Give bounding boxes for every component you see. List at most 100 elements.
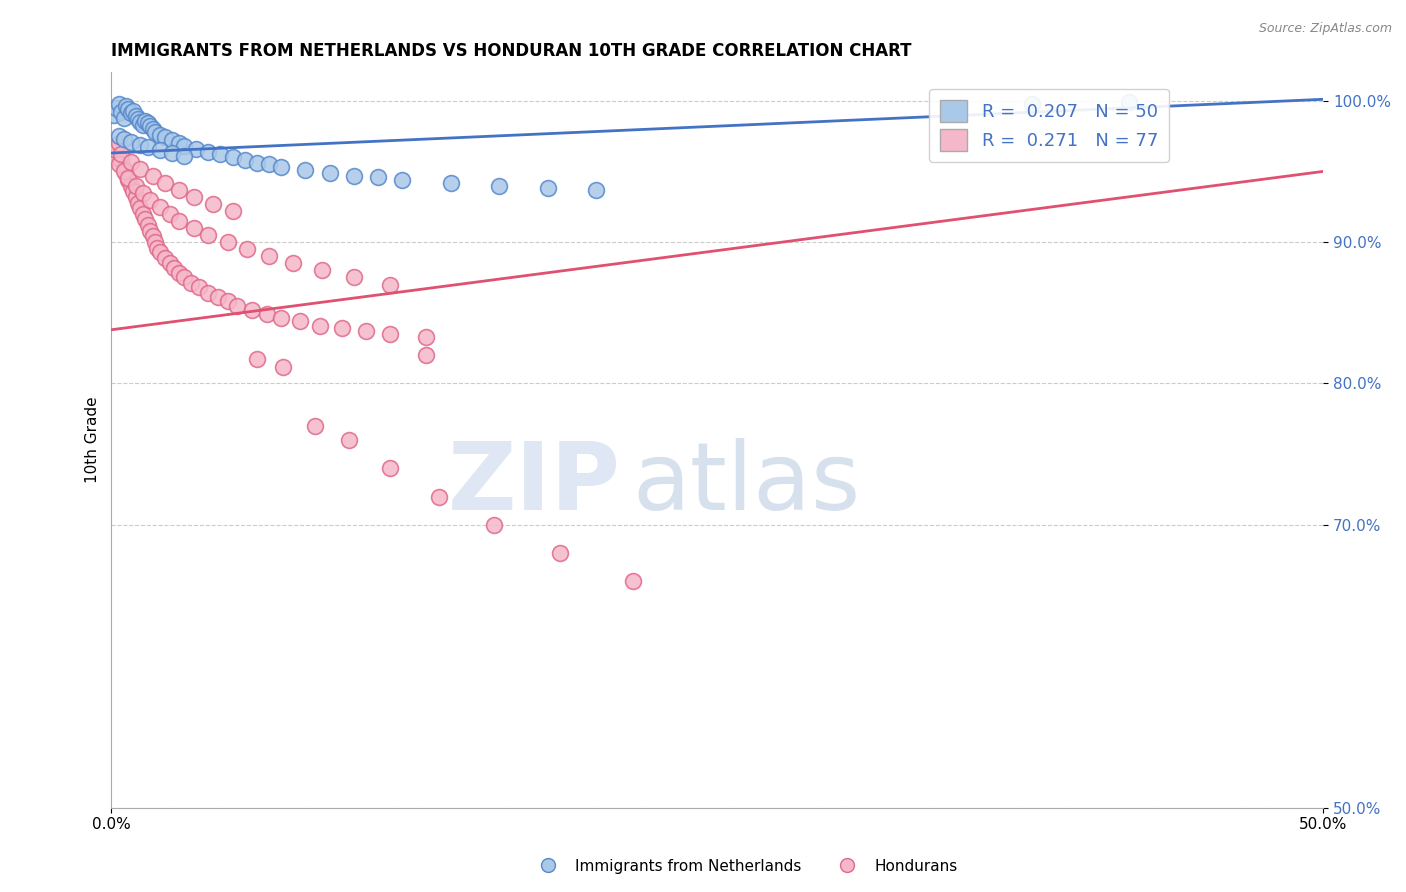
Point: [142, 122, 165, 136]
Point: [120, 178, 142, 193]
Point: [246, 352, 269, 367]
Point: [318, 166, 340, 180]
Point: [257, 157, 280, 171]
Point: [169, 136, 191, 150]
Point: [142, 229, 165, 244]
Point: [110, 147, 132, 161]
Point: [160, 146, 183, 161]
Point: [367, 169, 389, 184]
Point: [110, 105, 132, 120]
Point: [337, 433, 360, 447]
Point: [139, 119, 162, 133]
Point: [270, 160, 292, 174]
Point: [311, 263, 333, 277]
Point: [585, 183, 607, 197]
Point: [415, 348, 437, 362]
Point: [169, 266, 191, 280]
Point: [143, 125, 166, 139]
Point: [132, 207, 155, 221]
Point: [169, 183, 191, 197]
Point: [308, 318, 330, 333]
Point: [226, 299, 249, 313]
Point: [233, 153, 256, 167]
Point: [415, 330, 437, 344]
Point: [139, 193, 162, 207]
Point: [163, 260, 186, 275]
Point: [107, 157, 129, 171]
Point: [107, 136, 129, 150]
Point: [117, 171, 139, 186]
Point: [207, 290, 229, 304]
Point: [217, 294, 239, 309]
Point: [134, 113, 156, 128]
Point: [142, 169, 165, 183]
Point: [537, 181, 560, 195]
Point: [173, 139, 195, 153]
Point: [1021, 96, 1043, 111]
Point: [124, 190, 146, 204]
Point: [132, 118, 155, 132]
Point: [273, 359, 295, 374]
Point: [149, 143, 172, 157]
Point: [270, 311, 292, 326]
Point: [283, 256, 305, 270]
Point: [304, 418, 326, 433]
Point: [186, 142, 208, 156]
Point: [621, 574, 644, 589]
Point: [343, 270, 366, 285]
Point: [484, 517, 506, 532]
Text: ZIP: ZIP: [447, 438, 620, 530]
Point: [129, 161, 152, 176]
Point: [127, 195, 149, 210]
Point: [117, 102, 139, 116]
Point: [378, 326, 401, 341]
Point: [378, 461, 401, 475]
Point: [120, 106, 142, 120]
Point: [173, 149, 195, 163]
Text: IMMIGRANTS FROM NETHERLANDS VS HONDURAN 10TH GRADE CORRELATION CHART: IMMIGRANTS FROM NETHERLANDS VS HONDURAN …: [111, 42, 912, 60]
Point: [256, 307, 278, 321]
Point: [197, 145, 219, 159]
Point: [124, 109, 146, 123]
Point: [153, 251, 176, 265]
Point: [129, 201, 152, 215]
Point: [129, 137, 152, 152]
Point: [110, 153, 132, 167]
Point: [343, 169, 366, 183]
Point: [146, 241, 169, 255]
Point: [160, 133, 183, 147]
Point: [112, 164, 135, 178]
Point: [221, 150, 243, 164]
Point: [136, 140, 159, 154]
Point: [240, 302, 263, 317]
Point: [246, 156, 269, 170]
Point: [122, 184, 145, 198]
Point: [112, 111, 135, 125]
Point: [548, 546, 571, 560]
Point: [378, 277, 401, 292]
Point: [132, 186, 155, 200]
Point: [105, 101, 128, 115]
Point: [217, 235, 239, 249]
Point: [120, 154, 142, 169]
Point: [173, 270, 195, 285]
Text: Source: ZipAtlas.com: Source: ZipAtlas.com: [1258, 22, 1392, 36]
Point: [112, 132, 135, 146]
Point: [103, 108, 125, 122]
Point: [127, 112, 149, 127]
Point: [122, 103, 145, 118]
Point: [115, 99, 138, 113]
Point: [153, 176, 176, 190]
Point: [183, 221, 205, 235]
Point: [129, 115, 152, 129]
Point: [149, 245, 172, 260]
Point: [169, 214, 191, 228]
Y-axis label: 10th Grade: 10th Grade: [86, 397, 100, 483]
Point: [221, 204, 243, 219]
Point: [117, 173, 139, 187]
Point: [197, 227, 219, 242]
Point: [427, 490, 450, 504]
Point: [149, 128, 172, 142]
Point: [153, 130, 176, 145]
Point: [143, 235, 166, 249]
